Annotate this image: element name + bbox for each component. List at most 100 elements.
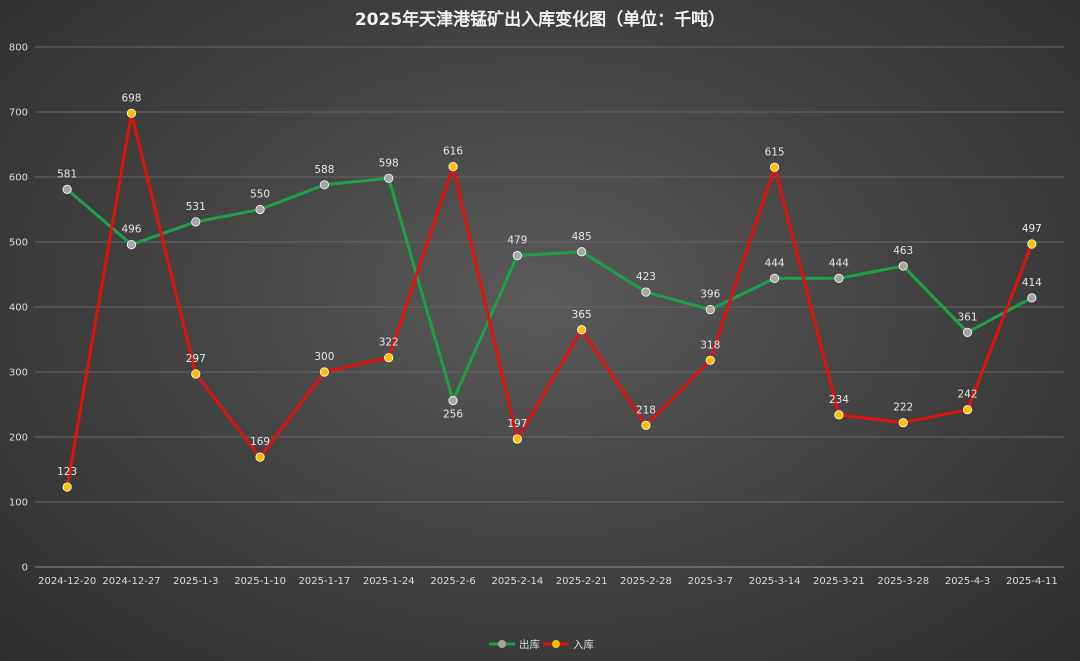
x-tick-label: 2025-1-24 — [363, 576, 415, 587]
legend-label: 入库 — [573, 638, 594, 651]
x-tick-label: 2025-4-3 — [945, 576, 990, 587]
data-label: 222 — [893, 402, 913, 414]
x-tick-label: 2025-2-14 — [491, 576, 543, 587]
data-labels: 581 496 531 550 588 598 256 479 485 423 396 444 444 4… — [57, 92, 1042, 478]
data-label: 197 — [507, 418, 527, 430]
x-tick-label: 2025-1-17 — [299, 576, 351, 587]
data-point[interactable] — [126, 240, 137, 250]
gridlines — [35, 46, 1064, 568]
data-label: 256 — [443, 409, 463, 421]
x-tick-label: 2025-2-6 — [430, 576, 475, 587]
data-label: 444 — [829, 257, 849, 269]
legend-label: 出库 — [519, 638, 540, 651]
data-label: 616 — [443, 146, 463, 158]
data-point[interactable] — [962, 405, 973, 415]
data-label: 123 — [57, 466, 77, 478]
y-tick-label: 800 — [9, 43, 28, 54]
data-label: 300 — [314, 351, 334, 363]
legend-item[interactable]: 出库 — [489, 638, 540, 651]
y-tick-label: 0 — [22, 563, 28, 574]
data-point[interactable] — [1027, 293, 1037, 303]
data-label: 396 — [700, 289, 720, 301]
data-label: 479 — [507, 235, 527, 247]
data-point[interactable] — [255, 452, 265, 462]
data-point[interactable] — [384, 353, 394, 363]
data-point[interactable] — [126, 108, 137, 118]
y-tick-label: 100 — [9, 498, 28, 509]
data-point[interactable] — [641, 420, 651, 430]
data-label: 318 — [700, 339, 720, 351]
data-label: 485 — [572, 231, 592, 243]
data-point[interactable] — [62, 482, 72, 492]
series-layer — [62, 108, 1037, 492]
data-label: 588 — [314, 164, 334, 176]
data-label: 550 — [250, 189, 270, 201]
chart-title: 2025年天津港锰矿出入库变化图（单位：千吨） — [355, 9, 725, 30]
data-point[interactable] — [191, 369, 201, 379]
data-point[interactable] — [191, 217, 201, 227]
data-point[interactable] — [834, 410, 844, 420]
data-point[interactable] — [512, 434, 522, 444]
legend-marker — [498, 640, 506, 648]
legend[interactable]: 出库 入库 — [489, 638, 594, 651]
x-tick-label: 2025-1-10 — [234, 576, 286, 587]
data-label: 581 — [57, 168, 77, 180]
data-point[interactable] — [898, 261, 908, 271]
data-label: 496 — [121, 224, 141, 236]
series-line — [65, 111, 1034, 488]
y-tick-label: 200 — [9, 433, 28, 444]
data-label: 361 — [958, 311, 978, 323]
data-label: 698 — [121, 92, 141, 104]
y-tick-label: 300 — [9, 368, 28, 379]
data-label: 497 — [1022, 223, 1042, 235]
data-point[interactable] — [962, 327, 973, 337]
data-point[interactable] — [705, 304, 715, 315]
data-point[interactable] — [577, 247, 587, 257]
legend-marker — [552, 640, 560, 648]
series-line — [66, 176, 1033, 403]
x-tick-label: 2025-1-3 — [173, 576, 218, 587]
data-point[interactable] — [1027, 239, 1037, 249]
x-tick-label: 2025-3-7 — [688, 576, 733, 587]
x-tick-label: 2025-3-28 — [877, 576, 929, 587]
data-point[interactable] — [512, 251, 522, 261]
data-point[interactable] — [319, 367, 330, 377]
data-point[interactable] — [62, 184, 72, 194]
data-point[interactable] — [448, 395, 458, 406]
data-label: 463 — [893, 245, 913, 257]
data-point[interactable] — [384, 173, 394, 183]
data-point[interactable] — [834, 273, 844, 283]
data-label: 423 — [636, 271, 656, 283]
y-tick-label: 500 — [9, 238, 28, 249]
data-label: 169 — [250, 436, 270, 448]
data-label: 444 — [765, 257, 785, 269]
legend-item[interactable]: 入库 — [543, 638, 594, 651]
data-point[interactable] — [705, 355, 715, 365]
data-label: 242 — [958, 389, 978, 401]
data-point[interactable] — [769, 162, 780, 172]
data-label: 615 — [765, 146, 785, 158]
data-label: 322 — [379, 337, 399, 349]
x-tick-label: 2024-12-20 — [38, 576, 96, 587]
x-tick-label: 2025-3-14 — [749, 576, 801, 587]
data-point[interactable] — [641, 287, 651, 297]
x-tick-label: 2025-2-21 — [556, 576, 608, 587]
x-axis: 2024-12-20 2024-12-27 2025-1-3 2025-1-10 202… — [38, 576, 1058, 587]
data-point[interactable] — [448, 162, 458, 172]
data-point[interactable] — [577, 325, 587, 335]
data-label: 414 — [1022, 277, 1042, 289]
y-axis: 0 100 200 300 400 500 600 700 800 — [9, 43, 28, 574]
y-tick-label: 600 — [9, 173, 28, 184]
y-tick-label: 400 — [9, 303, 28, 314]
data-point[interactable] — [898, 418, 908, 428]
data-label: 531 — [186, 201, 206, 213]
y-tick-label: 700 — [9, 108, 28, 119]
data-label: 218 — [636, 404, 656, 416]
data-point[interactable] — [319, 180, 330, 190]
data-point[interactable] — [255, 204, 265, 215]
x-tick-label: 2025-2-28 — [620, 576, 672, 587]
data-point[interactable] — [769, 273, 780, 283]
data-label: 598 — [379, 157, 399, 169]
data-label: 297 — [186, 353, 206, 365]
